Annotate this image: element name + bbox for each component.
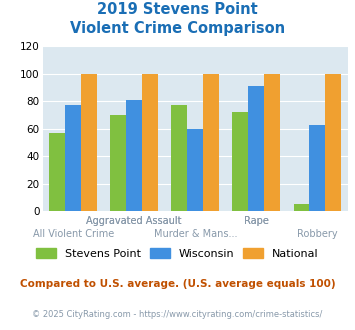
Bar (142, 74, 158, 211)
Bar (126, 100, 142, 211)
Text: Compared to U.S. average. (U.S. average equals 100): Compared to U.S. average. (U.S. average … (20, 279, 335, 289)
Bar (203, 74, 219, 211)
Text: All Violent Crime: All Violent Crime (33, 229, 114, 239)
Bar (233, 112, 248, 211)
Legend: Stevens Point, Wisconsin, National: Stevens Point, Wisconsin, National (36, 248, 319, 259)
Bar (49, 133, 65, 211)
Text: © 2025 CityRating.com - https://www.cityrating.com/crime-statistics/: © 2025 CityRating.com - https://www.city… (32, 310, 323, 318)
Bar (294, 204, 310, 211)
Bar (325, 74, 341, 211)
Bar (65, 105, 81, 211)
Bar (187, 129, 203, 211)
Bar (171, 105, 187, 211)
Text: 2019 Stevens Point: 2019 Stevens Point (97, 2, 258, 16)
Text: Rape: Rape (244, 216, 269, 226)
Bar (310, 124, 325, 211)
Bar (248, 86, 264, 211)
Text: Robbery: Robbery (297, 229, 338, 239)
Bar (110, 115, 126, 211)
Bar (264, 74, 280, 211)
Text: Violent Crime Comparison: Violent Crime Comparison (70, 21, 285, 36)
Text: Rape: Rape (244, 216, 269, 226)
Text: Aggravated Assault: Aggravated Assault (86, 216, 182, 226)
Text: Aggravated Assault: Aggravated Assault (86, 216, 182, 226)
Bar (81, 74, 97, 211)
Text: Murder & Mans...: Murder & Mans... (153, 229, 237, 239)
